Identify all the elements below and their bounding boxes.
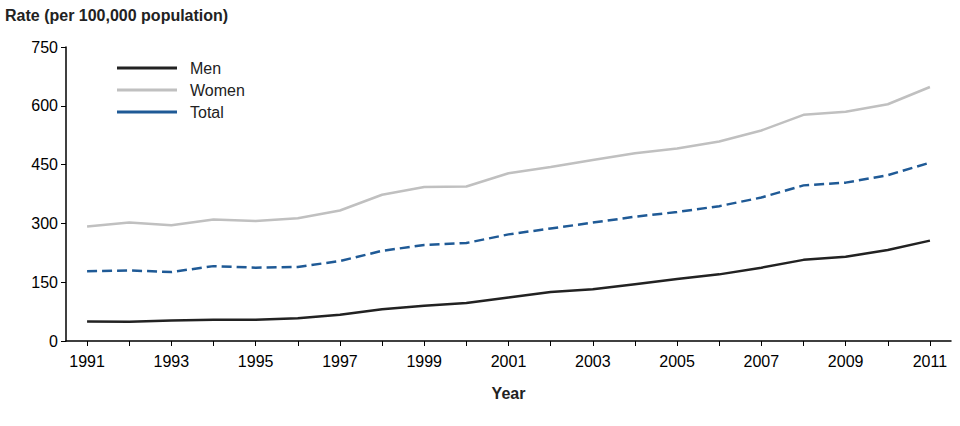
svg-text:Total: Total bbox=[190, 104, 224, 121]
svg-text:Rate (per 100,000 population): Rate (per 100,000 population) bbox=[5, 7, 228, 24]
svg-text:2005: 2005 bbox=[659, 353, 695, 370]
svg-text:Year: Year bbox=[492, 385, 526, 402]
svg-text:600: 600 bbox=[31, 97, 58, 114]
svg-text:1991: 1991 bbox=[69, 353, 105, 370]
svg-text:1993: 1993 bbox=[154, 353, 190, 370]
svg-text:1995: 1995 bbox=[238, 353, 274, 370]
svg-text:1997: 1997 bbox=[322, 353, 358, 370]
svg-text:300: 300 bbox=[31, 215, 58, 232]
svg-text:2001: 2001 bbox=[491, 353, 527, 370]
svg-text:450: 450 bbox=[31, 156, 58, 173]
svg-text:150: 150 bbox=[31, 274, 58, 291]
svg-text:Women: Women bbox=[190, 82, 245, 99]
svg-text:750: 750 bbox=[31, 39, 58, 56]
svg-text:0: 0 bbox=[49, 333, 58, 350]
svg-text:Men: Men bbox=[190, 60, 221, 77]
svg-text:2009: 2009 bbox=[828, 353, 864, 370]
svg-text:2003: 2003 bbox=[575, 353, 611, 370]
svg-text:1999: 1999 bbox=[406, 353, 442, 370]
svg-text:2007: 2007 bbox=[744, 353, 780, 370]
svg-text:2011: 2011 bbox=[913, 353, 948, 370]
